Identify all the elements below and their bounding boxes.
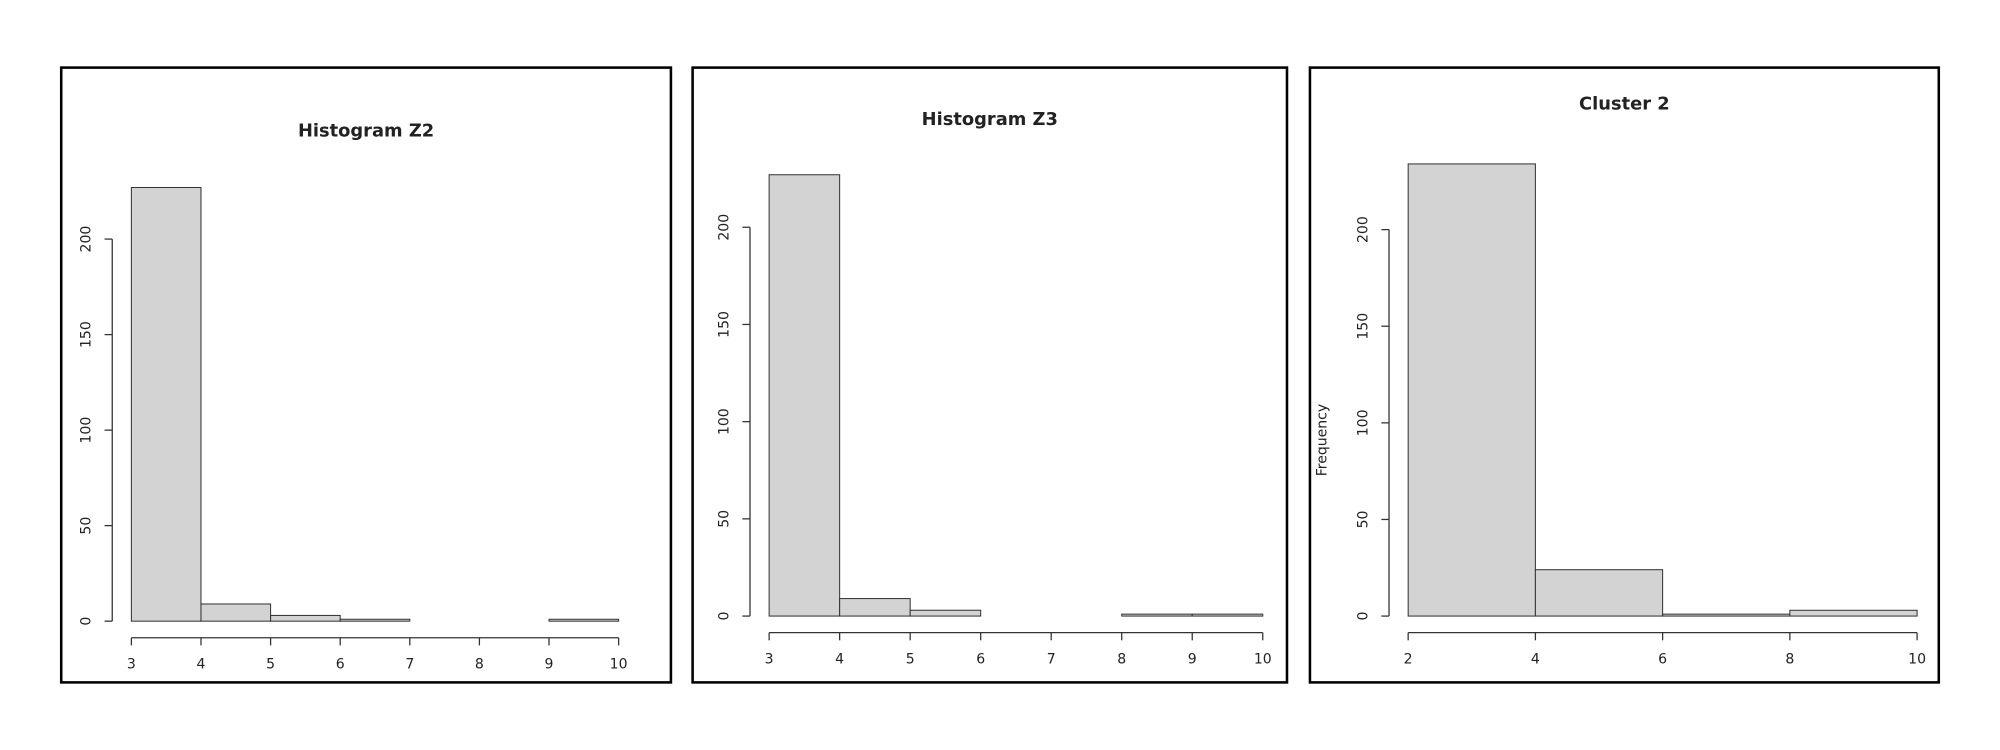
y-tick-label: 50	[79, 517, 95, 535]
y-tick-label: 200	[1356, 216, 1372, 243]
panel-frame	[691, 66, 1289, 684]
panel-frame	[59, 66, 673, 684]
y-tick-label: 150	[1356, 313, 1372, 340]
x-tick-label: 5	[266, 657, 275, 673]
y-tick-label: 0	[79, 617, 95, 626]
x-tick-label: 7	[405, 657, 414, 673]
bar	[270, 614, 341, 622]
x-tick-label: 2	[1404, 651, 1413, 667]
bar	[768, 174, 841, 617]
y-axis-label: Frequency	[1315, 404, 1331, 476]
x-tick-label: 8	[1785, 651, 1794, 667]
y-tick-label: 50	[1356, 511, 1372, 529]
x-tick-label: 4	[1531, 651, 1540, 667]
bar	[1407, 163, 1536, 617]
x-tick-label: 7	[1047, 651, 1056, 667]
y-tick-label: 100	[716, 408, 732, 435]
x-tick-label: 6	[1658, 651, 1667, 667]
bar	[339, 618, 411, 622]
y-tick-label: 150	[716, 311, 732, 338]
x-tick-label: 8	[1117, 651, 1126, 667]
y-tick-label: 100	[79, 417, 95, 444]
x-tick-label: 5	[906, 651, 915, 667]
x-tick-label: 8	[475, 657, 484, 673]
bar	[1191, 613, 1264, 617]
y-tick-label: 0	[1356, 612, 1372, 621]
panel-frame	[1308, 66, 1941, 684]
x-tick-label: 4	[197, 657, 206, 673]
x-tick-label: 3	[765, 651, 774, 667]
x-tick-label: 10	[1908, 651, 1926, 667]
bar	[1789, 609, 1918, 617]
x-tick-label: 10	[610, 657, 628, 673]
bar	[548, 618, 620, 622]
x-tick-label: 9	[545, 657, 554, 673]
y-tick-label: 150	[79, 321, 95, 348]
bar	[1121, 613, 1193, 617]
x-tick-label: 3	[127, 657, 136, 673]
x-tick-label: 6	[336, 657, 345, 673]
chart-title: Cluster 2	[1579, 94, 1670, 115]
chart-title: Histogram Z3	[922, 109, 1058, 130]
x-tick-label: 4	[835, 651, 844, 667]
bar	[909, 609, 982, 617]
x-tick-label: 6	[976, 651, 985, 667]
y-tick-label: 100	[1356, 409, 1372, 436]
bar	[130, 186, 202, 622]
chart-title: Histogram Z2	[298, 120, 434, 141]
y-tick-label: 0	[716, 612, 732, 621]
y-tick-label: 50	[716, 510, 732, 528]
bar	[839, 598, 911, 617]
bar	[200, 603, 272, 622]
y-tick-label: 200	[716, 214, 732, 241]
bar	[1534, 569, 1664, 617]
y-tick-label: 200	[79, 226, 95, 253]
x-tick-label: 10	[1254, 651, 1272, 667]
bar	[1662, 613, 1791, 617]
x-tick-label: 9	[1188, 651, 1197, 667]
